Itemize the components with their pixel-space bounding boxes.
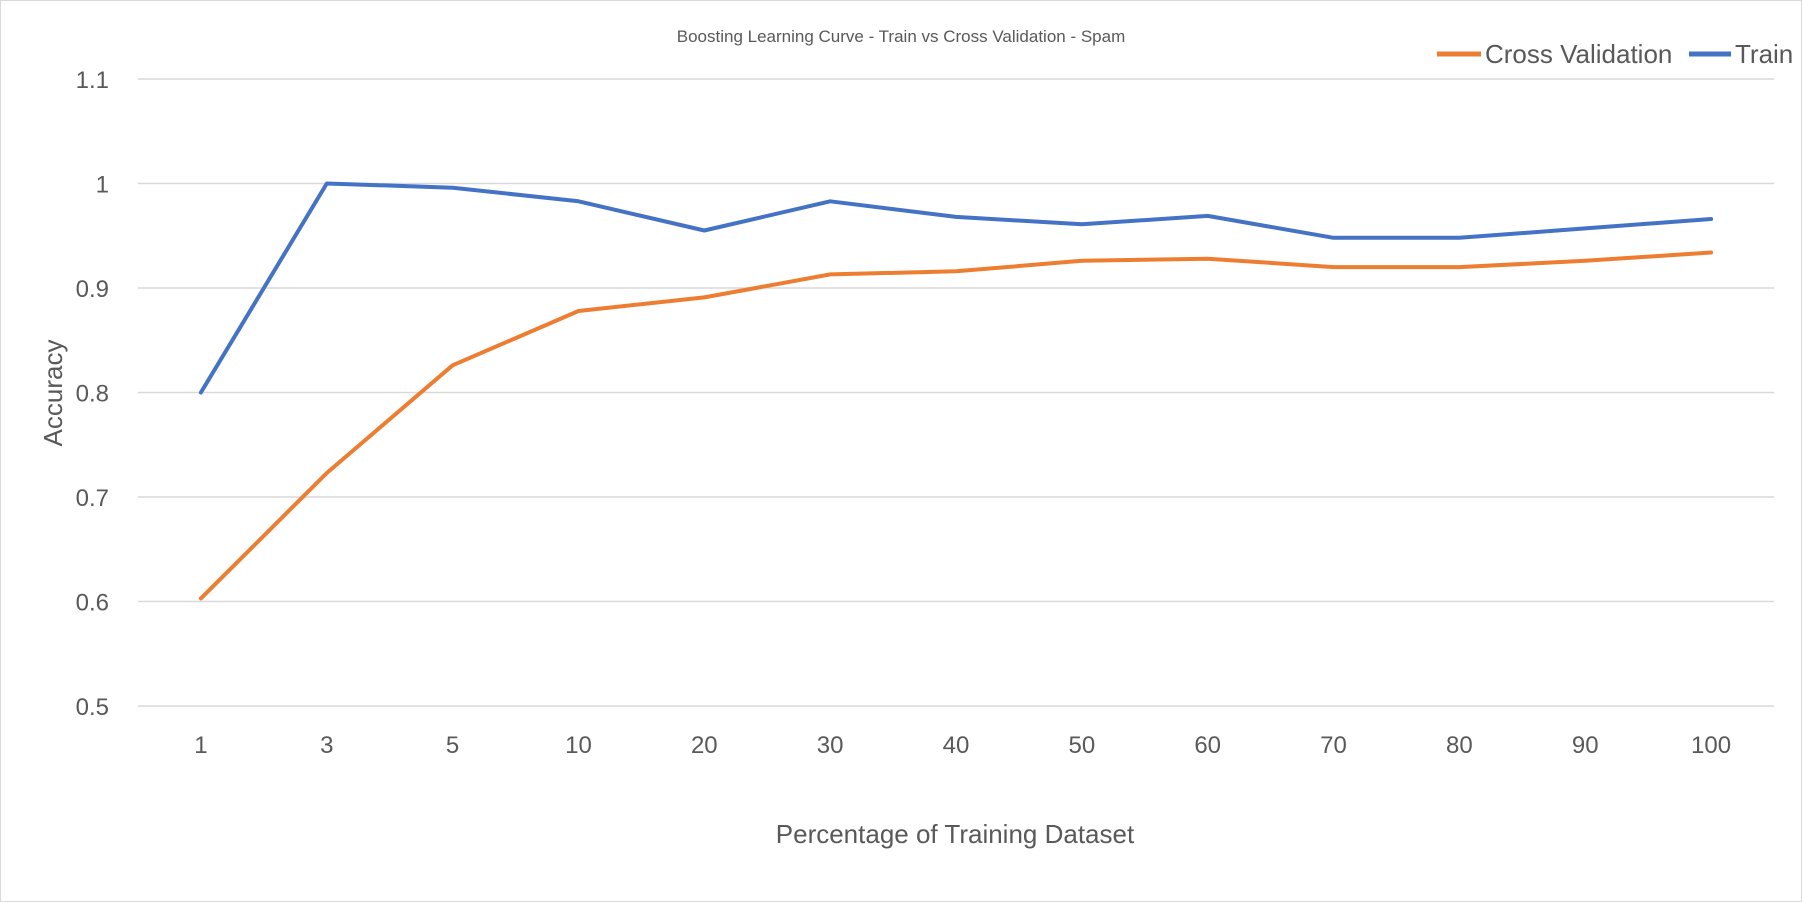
chart-title: Boosting Learning Curve - Train vs Cross… (677, 27, 1126, 46)
y-axis-ticks: 0.5 0.6 0.7 0.8 0.9 1 1.1 (76, 67, 109, 721)
series-line-cross-validation (198, 250, 1714, 601)
y-tick-label: 0.8 (76, 381, 109, 408)
x-tick-label: 3 (320, 732, 333, 759)
series-layer (198, 181, 1714, 601)
y-tick-label: 0.7 (76, 485, 109, 512)
x-tick-label: 90 (1572, 732, 1599, 759)
series-line-train (198, 181, 1714, 395)
y-tick-label: 0.9 (76, 276, 109, 303)
legend-label-train: Train (1735, 39, 1793, 69)
y-tick-label: 1.1 (76, 67, 109, 94)
x-tick-label: 60 (1194, 732, 1221, 759)
x-tick-label: 20 (691, 732, 718, 759)
x-tick-label: 1 (194, 732, 207, 759)
x-axis-title: Percentage of Training Dataset (776, 819, 1135, 849)
legend: Cross Validation Train (1437, 39, 1793, 69)
y-tick-label: 0.6 (76, 590, 109, 617)
x-axis-ticks: 1 3 5 10 20 30 40 50 60 70 80 90 100 (194, 732, 1731, 759)
x-tick-label: 40 (943, 732, 970, 759)
x-tick-label: 100 (1691, 732, 1731, 759)
y-tick-label: 1 (96, 172, 109, 199)
x-tick-label: 70 (1320, 732, 1347, 759)
legend-label-cross-validation: Cross Validation (1485, 39, 1672, 69)
x-tick-label: 30 (817, 732, 844, 759)
x-tick-label: 10 (565, 732, 592, 759)
y-axis-title: Accuracy (38, 340, 68, 447)
x-tick-label: 5 (446, 732, 459, 759)
x-tick-label: 50 (1068, 732, 1095, 759)
gridlines (138, 78, 1774, 707)
y-tick-label: 0.5 (76, 694, 109, 721)
x-tick-label: 80 (1446, 732, 1473, 759)
